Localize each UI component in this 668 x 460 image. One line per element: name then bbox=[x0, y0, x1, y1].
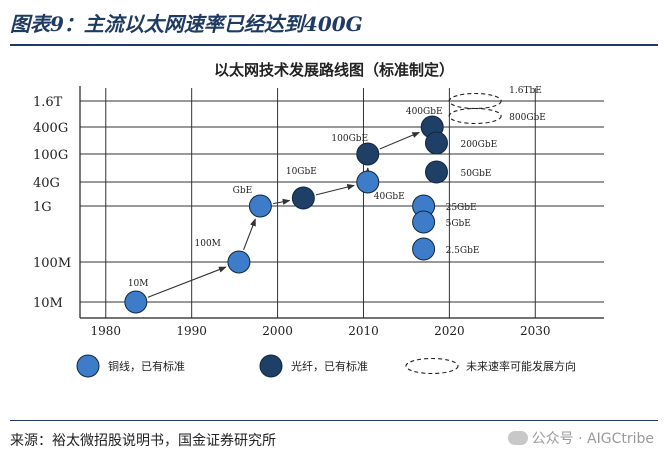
marker-100gbe bbox=[356, 142, 380, 166]
wechat-icon bbox=[507, 431, 528, 445]
legend-1-marker bbox=[76, 354, 100, 378]
point-label-100m: 100M bbox=[195, 239, 221, 249]
x-tick-label-1980: 1980 bbox=[90, 324, 121, 338]
y-tick-label-10m: 10M bbox=[33, 296, 63, 311]
point-label-200gbe: 200GbE bbox=[460, 140, 497, 150]
point-label-25gbe: 25GbE bbox=[446, 203, 477, 213]
point-label-400gbe: 400GbE bbox=[406, 107, 443, 117]
y-tick-label-400g: 400G bbox=[33, 121, 68, 136]
arrow-100m-to-gbe bbox=[243, 218, 256, 251]
chart-title: 以太网技术发展路线图（标准制定） bbox=[214, 61, 454, 79]
point-label-1-6tbe: 1.6TbE bbox=[509, 86, 542, 96]
y-tick-label-100g: 100G bbox=[33, 148, 68, 163]
legend-2-label: 光纤，已有标准 bbox=[291, 359, 368, 373]
legend-1-label: 铜线，已有标准 bbox=[108, 359, 185, 373]
x-tick-label-2030: 2030 bbox=[520, 324, 551, 338]
bottom-rule bbox=[10, 420, 658, 421]
source-note: 来源：裕太微招股说明书，国金证券研究所 bbox=[10, 433, 276, 449]
point-label-2-5gbe: 2.5GbE bbox=[446, 246, 480, 256]
y-tick-label-40g: 40G bbox=[33, 176, 60, 191]
x-tick-label-2010: 2010 bbox=[348, 324, 379, 338]
marker-5gbe bbox=[412, 210, 436, 234]
point-label-50gbe: 50GbE bbox=[460, 169, 491, 179]
legend-2-marker bbox=[259, 354, 283, 378]
point-label-10gbe: 10GbE bbox=[286, 167, 317, 177]
legend-3-label: 未来速率可能发展方向 bbox=[466, 359, 576, 373]
marker-200gbe bbox=[424, 131, 448, 155]
marker-10m bbox=[124, 290, 148, 314]
marker-40gbe bbox=[356, 170, 380, 194]
y-tick-label-1g: 1G bbox=[33, 200, 52, 215]
watermark-text: 公众号 · AIGCtribe bbox=[531, 431, 654, 447]
legend-3-marker bbox=[405, 357, 459, 375]
point-label-100gbe: 100GbE bbox=[331, 134, 368, 144]
point-label-5gbe: 5GbE bbox=[446, 219, 471, 229]
marker-gbe bbox=[248, 194, 272, 218]
point-label-40gbe: 40GbE bbox=[374, 192, 405, 202]
point-label-gbe: GbE bbox=[233, 186, 253, 196]
arrow-10gbe-to-40gbe bbox=[315, 184, 355, 196]
marker-10gbe bbox=[291, 186, 315, 210]
point-label-10m: 10M bbox=[128, 279, 149, 289]
x-tick-label-1990: 1990 bbox=[176, 324, 207, 338]
marker-100m bbox=[227, 250, 251, 274]
x-tick-label-2000: 2000 bbox=[262, 324, 293, 338]
marker-50gbe bbox=[424, 160, 448, 184]
marker-800gbe bbox=[448, 107, 502, 125]
ethernet-roadmap-chart: 以太网技术发展路线图（标准制定） 1.6T 400G 100G 40G 1G 100M 10M… bbox=[33, 61, 604, 378]
figure-title: 图表9：主流以太网速率已经达到400G bbox=[10, 12, 363, 36]
arrow-gbe-to-10gbe bbox=[273, 198, 291, 205]
x-tick-label-2020: 2020 bbox=[434, 324, 465, 338]
watermark: 公众号 · AIGCtribe bbox=[507, 428, 654, 448]
arrow-10m-to-100m bbox=[147, 266, 227, 298]
y-tick-label-1.6t: 1.6T bbox=[33, 95, 63, 110]
y-tick-label-100m: 100M bbox=[33, 256, 71, 271]
arrow-100gbe-to-400gbe bbox=[379, 131, 420, 150]
marker-2-5gbe bbox=[412, 237, 436, 261]
top-rule bbox=[10, 44, 658, 46]
point-label-800gbe: 800GbE bbox=[509, 113, 546, 123]
